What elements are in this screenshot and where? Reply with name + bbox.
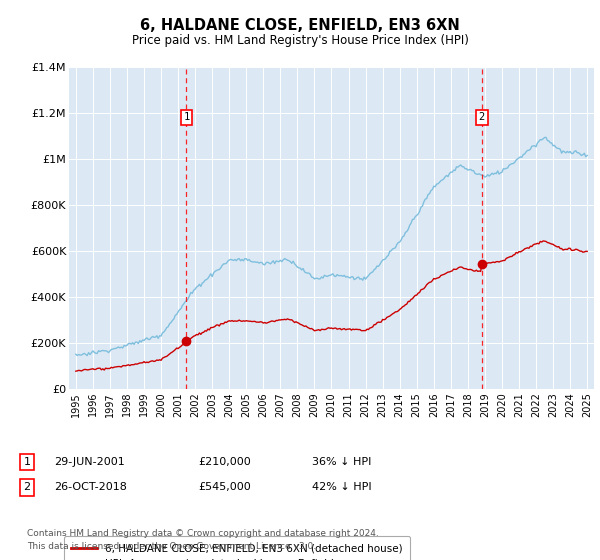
Text: 2: 2 [23,482,31,492]
Legend: 6, HALDANE CLOSE, ENFIELD, EN3 6XN (detached house), HPI: Average price, detache: 6, HALDANE CLOSE, ENFIELD, EN3 6XN (deta… [64,536,410,560]
Text: 1: 1 [184,112,190,122]
Text: 36% ↓ HPI: 36% ↓ HPI [312,457,371,467]
Text: £545,000: £545,000 [198,482,251,492]
Text: Contains HM Land Registry data © Crown copyright and database right 2024.
This d: Contains HM Land Registry data © Crown c… [27,529,379,550]
Text: 42% ↓ HPI: 42% ↓ HPI [312,482,371,492]
Text: 6, HALDANE CLOSE, ENFIELD, EN3 6XN: 6, HALDANE CLOSE, ENFIELD, EN3 6XN [140,18,460,32]
Text: 26-OCT-2018: 26-OCT-2018 [54,482,127,492]
Text: 1: 1 [23,457,31,467]
Text: Price paid vs. HM Land Registry's House Price Index (HPI): Price paid vs. HM Land Registry's House … [131,34,469,47]
Text: 2: 2 [479,112,485,122]
Text: 29-JUN-2001: 29-JUN-2001 [54,457,125,467]
Text: £210,000: £210,000 [198,457,251,467]
